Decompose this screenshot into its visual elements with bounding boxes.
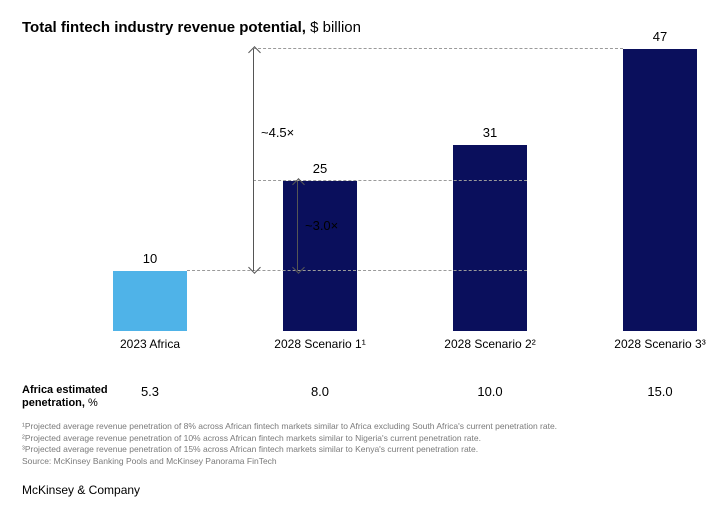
bar-category-label: 2028 Scenario 1¹ xyxy=(250,337,390,351)
penetration-value: 8.0 xyxy=(250,384,390,399)
bar-value-label: 47 xyxy=(623,29,697,44)
brand-name: McKinsey & Company xyxy=(22,483,140,497)
guide-dash xyxy=(253,180,527,181)
page-root: Total fintech industry revenue potential… xyxy=(0,0,720,509)
penetration-value: 15.0 xyxy=(590,384,720,399)
penetration-values: 5.38.010.015.0 xyxy=(134,384,698,408)
bar: 31 xyxy=(453,145,527,331)
bar-value-label: 25 xyxy=(283,161,357,176)
bar-category-label: 2028 Scenario 2² xyxy=(420,337,560,351)
bar: 47 xyxy=(623,49,697,331)
penetration-row: Africa estimated penetration, % 5.38.010… xyxy=(22,384,698,412)
footnote-line: ²Projected average revenue penetration o… xyxy=(22,433,698,444)
bar-value-label: 31 xyxy=(453,125,527,140)
bar: 10 xyxy=(113,271,187,331)
guide-dash xyxy=(253,48,623,49)
multiplier-label: ~4.5× xyxy=(261,125,294,140)
footnote-line: ³Projected average revenue penetration o… xyxy=(22,444,698,455)
chart-title-strong: Total fintech industry revenue potential… xyxy=(22,19,306,36)
chart-title-unit: $ billion xyxy=(306,19,361,36)
guide-dash xyxy=(187,270,527,271)
penetration-value: 10.0 xyxy=(420,384,560,399)
bar-value-label: 10 xyxy=(113,251,187,266)
bar: 25 xyxy=(283,181,357,331)
footnotes: ¹Projected average revenue penetration o… xyxy=(22,421,698,467)
multiplier-arrow xyxy=(253,49,254,271)
multiplier-arrow xyxy=(297,181,298,271)
penetration-value: 5.3 xyxy=(80,384,220,399)
bar-category-label: 2023 Africa xyxy=(80,337,220,351)
footnote-line: Source: McKinsey Banking Pools and McKin… xyxy=(22,456,698,467)
chart-title: Total fintech industry revenue potential… xyxy=(22,18,698,38)
bar-category-label: 2028 Scenario 3³ xyxy=(590,337,720,351)
multiplier-label: ~3.0× xyxy=(305,218,338,233)
bar-chart: 10 2023 Africa 25 2028 Scenario 1¹ 31 2028 Sc… xyxy=(22,44,698,369)
footnote-line: ¹Projected average revenue penetration o… xyxy=(22,421,698,432)
